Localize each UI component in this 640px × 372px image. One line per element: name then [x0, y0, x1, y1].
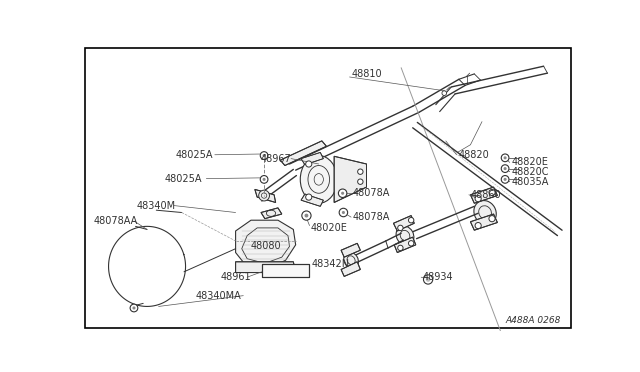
Polygon shape [470, 187, 497, 203]
Circle shape [130, 304, 138, 312]
Circle shape [408, 241, 414, 246]
Polygon shape [334, 156, 367, 202]
Circle shape [260, 176, 268, 183]
Text: 48035A: 48035A [511, 177, 548, 187]
Ellipse shape [344, 252, 358, 268]
Text: 48810: 48810 [351, 69, 381, 79]
Circle shape [342, 211, 345, 214]
Circle shape [504, 178, 507, 181]
Text: 48080: 48080 [251, 241, 282, 251]
Text: 48820: 48820 [458, 150, 489, 160]
Text: 48078A: 48078A [353, 212, 390, 222]
Circle shape [397, 245, 403, 251]
Polygon shape [236, 220, 296, 269]
Ellipse shape [259, 190, 269, 201]
Circle shape [341, 192, 344, 195]
Polygon shape [341, 262, 360, 276]
Text: 48340M: 48340M [137, 201, 176, 211]
Circle shape [397, 225, 403, 231]
Text: 48078A: 48078A [353, 188, 390, 198]
Polygon shape [236, 262, 296, 273]
Circle shape [475, 222, 481, 229]
Text: 48340MA: 48340MA [196, 291, 241, 301]
Circle shape [358, 169, 363, 174]
Circle shape [262, 154, 266, 157]
Circle shape [501, 165, 509, 173]
Polygon shape [301, 153, 323, 165]
Text: 48820E: 48820E [511, 157, 548, 167]
Circle shape [305, 214, 308, 218]
Polygon shape [262, 264, 308, 277]
Text: 48961: 48961 [221, 272, 252, 282]
Text: 48934: 48934 [422, 272, 453, 282]
Circle shape [424, 275, 433, 284]
Text: 48342N: 48342N [312, 259, 350, 269]
Polygon shape [341, 243, 360, 257]
Circle shape [339, 189, 347, 198]
Polygon shape [394, 237, 416, 253]
Circle shape [475, 196, 481, 202]
Circle shape [504, 167, 507, 170]
Circle shape [501, 154, 509, 162]
Polygon shape [301, 194, 323, 206]
Circle shape [426, 277, 431, 282]
Circle shape [408, 218, 414, 223]
Polygon shape [470, 214, 497, 230]
Circle shape [339, 208, 348, 217]
Text: 48820C: 48820C [511, 167, 548, 177]
Circle shape [442, 91, 447, 96]
Polygon shape [261, 208, 282, 219]
Ellipse shape [300, 155, 337, 203]
Text: 48967: 48967 [261, 154, 292, 164]
Text: 48025A: 48025A [164, 174, 202, 184]
Circle shape [501, 176, 509, 183]
Text: 48078AA: 48078AA [94, 216, 138, 226]
Text: 48020E: 48020E [311, 223, 348, 233]
Polygon shape [280, 141, 326, 166]
Circle shape [306, 194, 312, 200]
Polygon shape [394, 216, 414, 231]
Text: 48025A: 48025A [175, 150, 213, 160]
Circle shape [306, 161, 312, 167]
Polygon shape [255, 189, 276, 202]
Circle shape [132, 307, 136, 310]
Circle shape [358, 179, 363, 185]
Circle shape [504, 156, 507, 159]
Text: A488A 0268: A488A 0268 [505, 316, 561, 325]
Circle shape [260, 152, 268, 159]
Circle shape [302, 211, 311, 220]
Text: 48860: 48860 [470, 190, 501, 200]
Circle shape [489, 216, 495, 222]
Ellipse shape [396, 226, 414, 245]
Ellipse shape [474, 201, 496, 224]
Circle shape [489, 189, 495, 196]
Circle shape [262, 178, 266, 181]
